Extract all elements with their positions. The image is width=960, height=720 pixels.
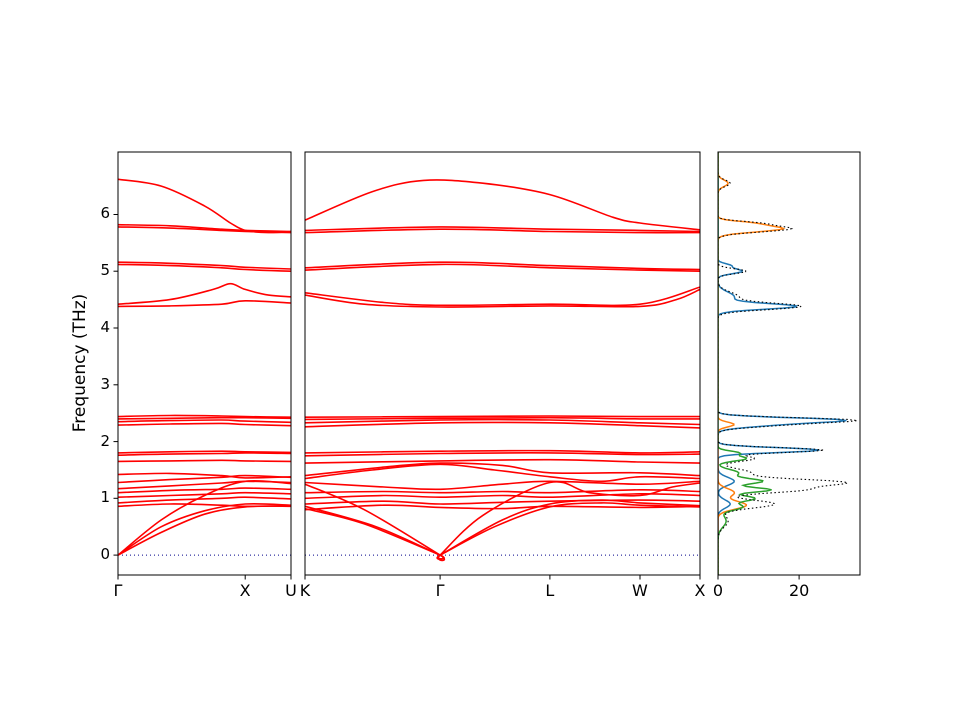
panel-border [717,151,861,576]
phonon-band-line [305,458,700,464]
panel-border [304,151,701,576]
phonon-band-line [118,505,291,556]
phonon-band-line [118,416,291,420]
total-dos-dotted [718,152,858,575]
phonon-band-line [305,226,700,233]
phonon-band-line [118,422,291,427]
phonon-band-line [118,472,291,479]
phonon-band-line [305,418,700,426]
phonon-band-line [305,421,700,429]
phonon-band-line [305,263,700,272]
phonon-band-line [305,415,700,418]
phonon-band-line [118,503,291,508]
phonon-band-line [118,480,291,490]
phonon-band-line [118,450,291,454]
phonon-band-line [118,178,291,234]
phonon-band-line [118,487,291,494]
phonon-band-line [305,488,700,494]
phonon-band-line [305,261,700,271]
partial-dos-green [718,152,772,575]
phonon-band-line [118,452,291,456]
phonon-band-line [305,288,700,308]
phonon-band-line [305,463,700,483]
phonon-band-line [118,502,291,556]
phonon-band-line [118,282,291,305]
phonon-band-line [118,459,291,463]
phonon-band-line [305,480,700,491]
partial-dos-orange [718,152,786,575]
phonon-band-line [305,228,700,234]
phonon-band-line [305,499,700,505]
phonon-band-line [305,462,700,477]
phonon-band-line [305,492,700,500]
phonon-band-line [118,223,291,233]
panel-border [117,151,292,576]
phonon-band-line [118,261,291,270]
phonon-band-line [118,414,291,418]
phonon-band-line [118,263,291,272]
phonon-band-line [118,419,291,424]
y-axis-label: Frequency (THz) [70,293,90,433]
band-panel-gamma-x-u [118,178,291,556]
partial-dos-blue [718,152,847,575]
phonon-band-line [305,286,700,307]
band-panel-k-gamma-l-w-x [305,179,700,562]
phonon-band-line [305,416,700,421]
phonon-band-line [305,502,700,560]
phonon-band-line [118,474,291,484]
phonon-band-line [118,299,291,308]
phonon-band-line [118,496,291,504]
phonon-band-line [305,449,700,454]
dos-panel [718,152,858,575]
phonon-band-line [305,452,700,457]
phonon-band-line [305,179,700,231]
phonon-band-line [305,504,700,511]
phonon-band-line [118,491,291,498]
phonon-band-line [305,499,700,560]
